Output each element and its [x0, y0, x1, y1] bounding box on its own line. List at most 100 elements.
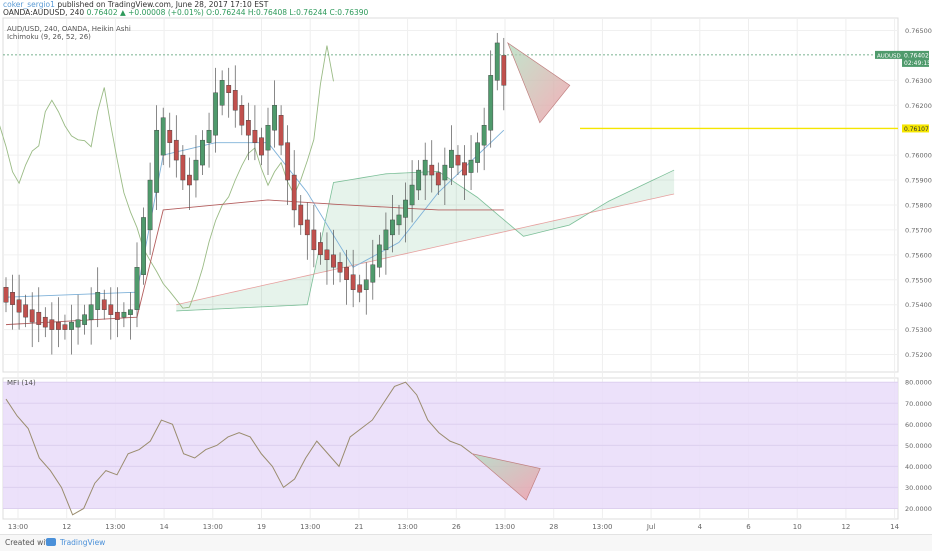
heikin-ashi-candle	[95, 292, 101, 310]
footer-created: Created with	[5, 538, 53, 547]
y-tick-label: 0.75200	[905, 351, 932, 359]
heikin-ashi-candle	[62, 324, 68, 330]
symbol-header: OANDA:AUDUSD, 240 0.76402 ▲ +0.00008 (+0…	[3, 8, 368, 17]
x-tick-label: 13:00	[105, 523, 125, 531]
heikin-ashi-candle	[488, 75, 494, 131]
heikin-ashi-candle	[186, 174, 192, 186]
heikin-ashi-candle	[88, 304, 94, 320]
x-tick-label: 13:00	[495, 523, 515, 531]
mfi-y-tick-label: 30.0000	[905, 484, 932, 492]
countdown-label: 02:49:15	[904, 60, 931, 67]
heikin-ashi-candle	[154, 129, 160, 193]
yellow-level-badge	[902, 124, 929, 133]
symbol-tag-badge	[875, 50, 902, 59]
heikin-ashi-candle	[23, 304, 29, 318]
price-badge	[902, 50, 929, 67]
heikin-ashi-candle	[226, 85, 232, 93]
x-tick-label: 13:00	[8, 523, 28, 531]
footer-bar: Created with TradingView	[0, 534, 932, 551]
heikin-ashi-candle	[180, 154, 186, 181]
heikin-ashi-candle	[331, 254, 336, 268]
y-tick-label: 0.75900	[905, 177, 932, 185]
heikin-ashi-candle	[147, 179, 153, 231]
heikin-ashi-candle	[390, 219, 395, 236]
x-tick-label: 26	[452, 523, 461, 531]
ohlc-values: O:0.76244 H:0.76408 L:0.76244 C:0.76390	[206, 8, 369, 17]
mfi-y-tick-label: 70.0000	[905, 400, 932, 408]
heikin-ashi-candle	[42, 316, 48, 328]
ichimoku-legend[interactable]: Ichimoku (9, 26, 52, 26)	[7, 33, 91, 41]
heikin-ashi-candle	[429, 164, 435, 176]
y-tick-label: 0.75400	[905, 301, 932, 309]
mfi-y-tick-label: 60.0000	[905, 421, 932, 429]
symbol-tag-label: AUDUSD	[877, 53, 901, 59]
heikin-ashi-candle	[285, 142, 291, 181]
y-tick-label: 0.75700	[905, 226, 932, 234]
heikin-ashi-candle	[173, 139, 179, 161]
x-tick-label: 13:00	[592, 523, 612, 531]
heikin-ashi-candle	[298, 204, 304, 226]
symbol-name[interactable]: OANDA:AUDUSD, 240	[3, 8, 85, 17]
y-tick-label: 0.75500	[905, 276, 932, 284]
x-tick-label: 12	[62, 523, 71, 531]
mfi-y-tick-label: 80.0000	[905, 379, 932, 387]
x-tick-label: 13:00	[398, 523, 418, 531]
mfi-legend[interactable]: MFI (14)	[7, 379, 36, 387]
heikin-ashi-candle	[416, 169, 422, 191]
heikin-ashi-candle	[422, 159, 428, 176]
x-tick-label: 28	[549, 523, 558, 531]
kijun-sen	[5, 199, 504, 326]
heikin-ashi-candle	[121, 311, 127, 318]
heikin-ashi-candle	[252, 129, 258, 143]
heikin-ashi-candle	[134, 267, 140, 310]
price-change: ▲ +0.00008 (+0.01%)	[119, 8, 204, 17]
heikin-ashi-candle	[219, 80, 225, 106]
heikin-ashi-candle	[324, 249, 330, 261]
heikin-ashi-candle	[101, 299, 107, 310]
heikin-ashi-candle	[200, 139, 205, 166]
heikin-ashi-candle	[449, 149, 454, 168]
heikin-ashi-candle	[383, 229, 389, 251]
heikin-ashi-candle	[206, 129, 212, 143]
heikin-ashi-candle	[442, 164, 448, 181]
y-tick-label: 0.75800	[905, 201, 932, 209]
projection-triangle	[507, 41, 571, 124]
mfi-y-tick-label: 20.0000	[905, 505, 932, 513]
x-tick-label: 14	[160, 523, 169, 531]
x-tick-label: Jul	[646, 523, 656, 531]
heikin-ashi-candle	[350, 274, 356, 290]
heikin-ashi-candle	[363, 279, 369, 290]
heikin-ashi-candle	[409, 184, 415, 206]
instrument-legend[interactable]: AUD/USD, 240, OANDA, Heikin Ashi	[7, 25, 131, 33]
heikin-ashi-candle	[494, 42, 500, 81]
heikin-ashi-candle	[435, 172, 441, 186]
publish-header: coker_sergio1 published on TradingView.c…	[3, 0, 268, 9]
heikin-ashi-candle	[3, 287, 9, 303]
heikin-ashi-candle	[403, 199, 408, 218]
heikin-ashi-candle	[108, 304, 114, 315]
heikin-ashi-candle	[141, 217, 146, 275]
heikin-ashi-candle	[160, 117, 166, 156]
y-tick-label: 0.75300	[905, 326, 932, 334]
kumo-cloud	[176, 170, 675, 311]
heikin-ashi-candle	[344, 267, 349, 280]
heikin-ashi-candle	[468, 159, 474, 173]
heikin-ashi-candle	[36, 311, 42, 325]
y-tick-label: 0.76000	[905, 152, 932, 160]
heikin-ashi-candle	[82, 314, 88, 325]
mfi-y-tick-label: 50.0000	[905, 442, 932, 450]
heikin-ashi-candle	[501, 55, 507, 86]
heikin-ashi-candle	[245, 120, 251, 136]
heikin-ashi-candle	[16, 299, 22, 313]
author-link[interactable]: coker_sergio1	[3, 0, 55, 9]
heikin-ashi-candle	[462, 162, 467, 176]
chikou-span	[0, 45, 334, 309]
heikin-ashi-candle	[167, 129, 173, 143]
heikin-ashi-candle	[56, 321, 61, 330]
heikin-ashi-candle	[128, 309, 133, 315]
heikin-ashi-candle	[337, 262, 343, 273]
heikin-ashi-candle	[475, 142, 480, 163]
price-badge-label: 0.76402	[904, 52, 929, 59]
x-tick-label: 14	[890, 523, 899, 531]
footer-brand[interactable]: TradingView	[60, 538, 106, 547]
